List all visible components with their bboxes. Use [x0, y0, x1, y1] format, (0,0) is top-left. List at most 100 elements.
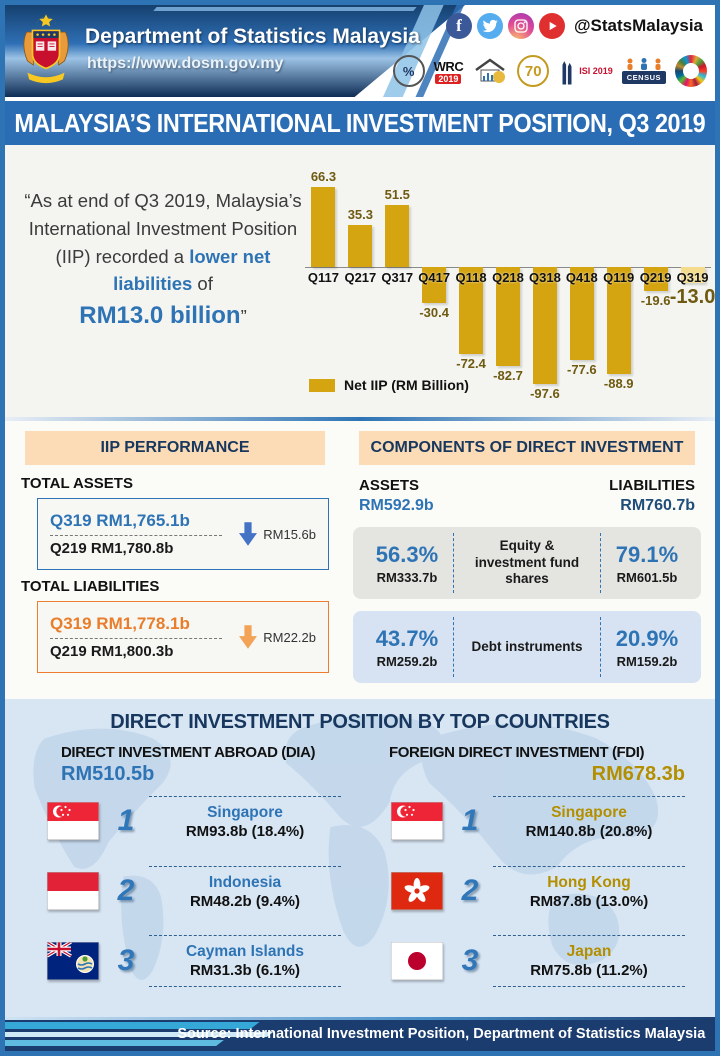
- rank-number: 2: [461, 874, 479, 907]
- bar-Q117: [311, 187, 336, 267]
- rank-number: 2: [117, 874, 135, 907]
- bar-Q219: [643, 267, 668, 291]
- quote-closing: ”: [240, 306, 247, 327]
- instagram-icon[interactable]: [507, 13, 534, 39]
- singapore-flag-icon: [47, 802, 99, 840]
- components-liabilities-total: LIABILITIES RM760.7b: [609, 477, 695, 514]
- section-divider: [5, 417, 715, 421]
- x-tick-Q418: Q418: [565, 270, 598, 285]
- components-totals-row: ASSETS RM592.9b LIABILITIES RM760.7b: [353, 475, 701, 515]
- japan-flag-icon: [391, 942, 443, 980]
- assets-previous-value: Q219 RM1,780.8b: [50, 540, 174, 557]
- value-label-Q117: 66.3: [310, 169, 337, 185]
- components-header: COMPONENTS OF DIRECT INVESTMENT: [359, 431, 695, 465]
- rank-number: 3: [461, 944, 479, 977]
- value-label-Q217: 35.3: [347, 206, 374, 222]
- rank-number: 3: [117, 944, 135, 977]
- value-label-Q317: 51.5: [384, 187, 410, 203]
- x-tick-Q319: Q319: [676, 270, 709, 285]
- quote-highlight: lower net liabilities: [113, 245, 271, 295]
- country-text: Hong Kong RM87.8b (13.0%): [493, 865, 685, 917]
- quote-text: of: [192, 273, 213, 295]
- legend-label: Net IIP (RM Billion): [344, 377, 469, 393]
- twitter-icon[interactable]: [476, 13, 503, 39]
- malaysia-coat-of-arms-logo: [19, 13, 73, 90]
- bar-Q418: [569, 267, 594, 361]
- bar-Q417: [422, 267, 447, 304]
- top-countries-section: DIRECT INVESTMENT POSITION BY TOP COUNTR…: [5, 699, 715, 1017]
- indonesia-flag-icon: [47, 872, 99, 910]
- fdi-item-hong-kong: 2 Hong Kong RM87.8b (13.0%): [365, 856, 699, 926]
- rank-number: 1: [117, 804, 135, 837]
- x-tick-Q318: Q318: [529, 270, 561, 285]
- total-assets-box: Q319 RM1,765.1b Q219 RM1,780.8b RM15.6b: [37, 498, 329, 570]
- page-title: MALAYSIA’S INTERNATIONAL INVESTMENT POSI…: [14, 107, 706, 138]
- x-tick-Q317: Q317: [381, 270, 414, 285]
- country-text: Indonesia RM48.2b (9.4%): [149, 865, 341, 917]
- 70th-anniversary-logo: 70: [517, 55, 550, 87]
- fdi-column: FOREIGN DIRECT INVESTMENT (FDI) RM678.3b…: [365, 744, 699, 996]
- value-label-Q119: -88.9: [603, 375, 634, 391]
- header-stripe: [153, 7, 417, 11]
- value-label-Q318: -97.6: [530, 386, 560, 402]
- equity-label: Equity & investment fund shares: [453, 533, 601, 593]
- spacer: [5, 97, 715, 101]
- org-website-link[interactable]: https://www.dosm.gov.my: [87, 55, 284, 72]
- debt-label: Debt instruments: [453, 617, 601, 677]
- dia-item-indonesia: 2 Indonesia RM48.2b (9.4%): [21, 856, 355, 926]
- dia-item-singapore: 1 Singapore RM93.8b (18.4%): [21, 786, 355, 856]
- x-tick-Q117: Q117: [307, 270, 339, 285]
- down-arrow-icon: [239, 625, 258, 649]
- x-tick-Q119: Q119: [603, 270, 635, 285]
- dashed-divider: [50, 638, 222, 639]
- wrc-2019-logo: WRC 2019: [433, 58, 464, 84]
- liabilities-change: RM22.2b: [239, 625, 316, 649]
- source-text: Source: International Investment Positio…: [177, 1025, 705, 1042]
- net-iip-bar-chart: Net IIP (RM Billion) Q117 66.3 Q217 35.3 Q31…: [305, 151, 715, 415]
- total-liabilities-values: Q319 RM1,778.1b Q219 RM1,800.3b: [50, 614, 222, 660]
- youtube-icon[interactable]: [538, 13, 565, 39]
- social-handle[interactable]: @StatsMalaysia: [573, 16, 703, 35]
- assets-change: RM15.6b: [239, 522, 316, 546]
- cayman-islands-flag-icon: [47, 942, 99, 980]
- x-tick-Q219: Q219: [639, 270, 672, 285]
- value-label-Q219: -19.6: [640, 292, 671, 308]
- equity-row: 56.3% RM333.7b Equity & investment fund …: [353, 527, 701, 599]
- top-countries-title: DIRECT INVESTMENT POSITION BY TOP COUNTR…: [110, 711, 610, 733]
- fdi-label: FOREIGN DIRECT INVESTMENT (FDI): [389, 744, 645, 761]
- facebook-icon[interactable]: f: [445, 13, 472, 39]
- fdi-total: RM678.3b: [591, 763, 685, 785]
- x-tick-Q417: Q417: [418, 270, 451, 285]
- country-text: Singapore RM140.8b (20.8%): [493, 795, 685, 847]
- country-text: Singapore RM93.8b (18.4%): [149, 795, 341, 847]
- total-liabilities-label: TOTAL LIABILITIES: [21, 578, 160, 595]
- bar-Q119: [606, 267, 631, 374]
- mystats-2019-logo: [472, 56, 508, 86]
- value-label-Q418: -77.6: [566, 362, 597, 378]
- country-text: Japan RM75.8b (11.2%): [493, 935, 685, 987]
- org-name: Department of Statistics Malaysia: [85, 25, 420, 48]
- debt-row: 43.7% RM259.2b Debt instruments 20.9% RM…: [353, 611, 701, 683]
- total-assets-label: TOTAL ASSETS: [21, 475, 133, 492]
- mid-section: IIP PERFORMANCE TOTAL ASSETS Q319 RM1,76…: [5, 421, 715, 699]
- title-bar: MALAYSIA’S INTERNATIONAL INVESTMENT POSI…: [5, 101, 715, 145]
- bar-Q319: [680, 267, 705, 283]
- dashed-divider: [50, 535, 222, 536]
- components-panel: COMPONENTS OF DIRECT INVESTMENT ASSETS R…: [353, 429, 701, 689]
- total-liabilities-box: Q319 RM1,778.1b Q219 RM1,800.3b RM22.2b: [37, 601, 329, 673]
- bar-Q317: [385, 205, 410, 267]
- bar-Q218: [496, 267, 520, 367]
- value-label-Q319: -13.0: [669, 286, 716, 308]
- iip-performance-panel: IIP PERFORMANCE TOTAL ASSETS Q319 RM1,76…: [19, 429, 331, 689]
- value-label-Q118: -72.4: [456, 355, 486, 371]
- value-label-Q218: -82.7: [493, 368, 523, 384]
- event-logos-row: % WRC 2019 70 ISI 2019 CENSUS: [392, 49, 707, 93]
- sdg-wheel-logo: [675, 55, 707, 87]
- social-row: f @StatsMalaysia: [445, 13, 703, 39]
- hong-kong-flag-icon: [391, 872, 443, 910]
- liabilities-current-value: Q319 RM1,778.1b: [50, 614, 190, 633]
- quote-text: “As at end of Q3 2019, Malaysia’s Intern…: [24, 190, 302, 267]
- assets-change-value: RM15.6b: [263, 526, 316, 542]
- bar-Q118: [459, 267, 484, 354]
